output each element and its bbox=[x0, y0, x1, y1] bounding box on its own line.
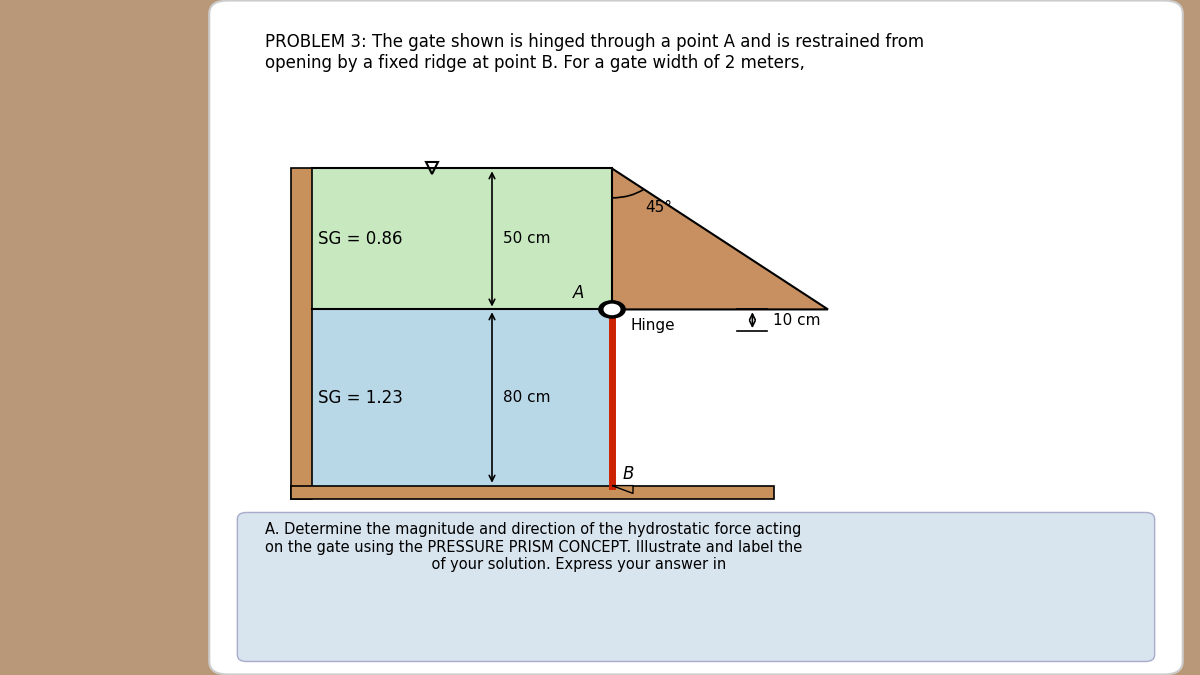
Text: Hinge: Hinge bbox=[630, 319, 674, 333]
Text: SG = 1.23: SG = 1.23 bbox=[318, 389, 403, 406]
Text: SG = 0.86: SG = 0.86 bbox=[318, 230, 402, 248]
Bar bbox=[312, 309, 612, 485]
Text: 10 cm: 10 cm bbox=[774, 313, 821, 327]
Polygon shape bbox=[612, 485, 634, 493]
Text: PROBLEM 3: The gate shown is hinged through a point A and is restrained from
ope: PROBLEM 3: The gate shown is hinged thro… bbox=[265, 33, 924, 72]
Bar bbox=[292, 485, 774, 500]
Text: 45°: 45° bbox=[646, 200, 672, 215]
Bar bbox=[312, 169, 612, 309]
Text: 50 cm: 50 cm bbox=[503, 232, 551, 246]
FancyBboxPatch shape bbox=[238, 512, 1154, 662]
Text: 80 cm: 80 cm bbox=[503, 390, 551, 405]
Text: A: A bbox=[574, 284, 584, 302]
Text: A. Determine the magnitude and direction of the hydrostatic force acting
on the : A. Determine the magnitude and direction… bbox=[265, 522, 803, 572]
Text: B: B bbox=[623, 465, 634, 483]
Circle shape bbox=[599, 301, 625, 318]
Polygon shape bbox=[612, 169, 828, 309]
Bar bbox=[292, 169, 312, 500]
FancyBboxPatch shape bbox=[209, 1, 1183, 674]
Circle shape bbox=[605, 304, 619, 315]
